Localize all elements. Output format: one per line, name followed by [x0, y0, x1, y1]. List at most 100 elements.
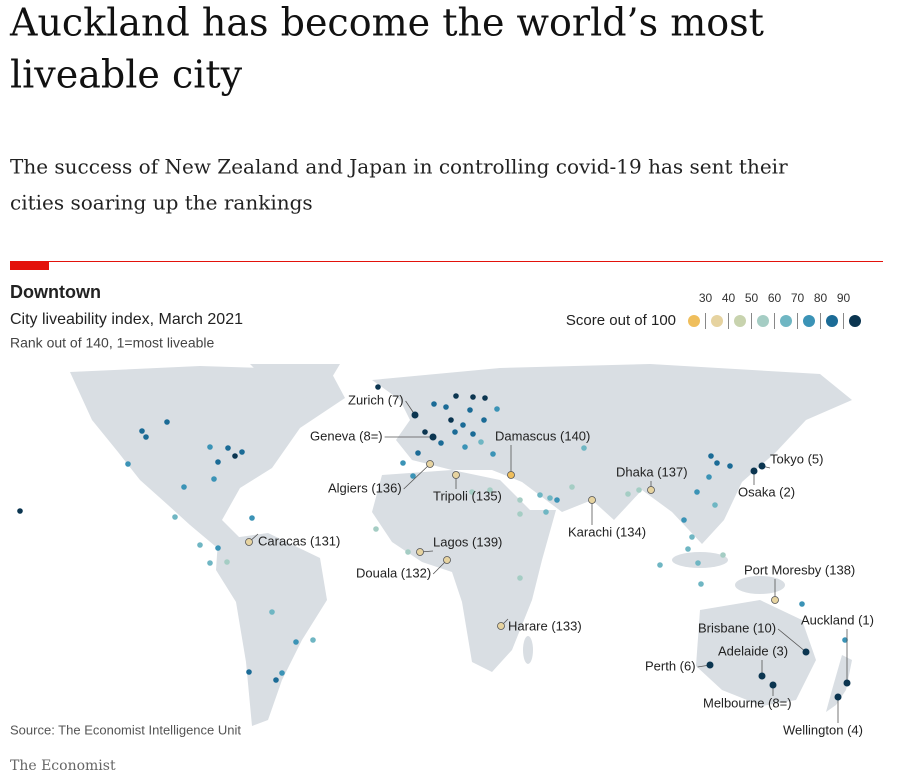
- city-dot: [172, 514, 178, 520]
- city-dot: [232, 453, 238, 459]
- legend-tick-label: 80: [814, 291, 828, 305]
- city-label: Brisbane (10): [698, 620, 776, 635]
- brand: The Economist: [10, 758, 116, 772]
- city-dot: [215, 545, 221, 551]
- city-dot: [712, 502, 718, 508]
- legend-swatch: [780, 315, 792, 327]
- city-marker: [497, 622, 505, 630]
- headline: Auckland has become the world’s most: [9, 1, 764, 45]
- rule: [10, 261, 883, 262]
- city-label: Dhaka (137): [616, 464, 688, 479]
- city-dot: [125, 461, 131, 467]
- land: [70, 364, 852, 726]
- city-dot: [269, 609, 275, 615]
- city-dot: [685, 546, 691, 552]
- city-label: Lagos (139): [433, 534, 502, 549]
- city-dot: [706, 474, 712, 480]
- city-dot: [554, 497, 560, 503]
- city-marker: [758, 672, 766, 680]
- city-dot: [431, 401, 437, 407]
- city-dot: [143, 434, 149, 440]
- city-dot: [443, 404, 449, 410]
- city-dot: [681, 517, 687, 523]
- city-dot: [469, 489, 475, 495]
- city-marker: [452, 471, 460, 479]
- city-label: Douala (132): [356, 565, 431, 580]
- city-label: Perth (6): [645, 658, 696, 673]
- legend-swatch: [849, 315, 861, 327]
- city-dot: [452, 429, 458, 435]
- city-dot: [207, 560, 213, 566]
- city-marker: [758, 462, 766, 470]
- city-dot: [273, 677, 279, 683]
- city-dot: [490, 451, 496, 457]
- city-label: Wellington (4): [783, 722, 863, 737]
- city-dot: [547, 495, 553, 501]
- city-dot: [460, 422, 466, 428]
- leader-line: [777, 628, 807, 653]
- city-marker: [834, 693, 842, 701]
- legend-tick-label: 60: [768, 291, 782, 305]
- city-dot: [197, 542, 203, 548]
- city-dot: [517, 497, 523, 503]
- legend-swatch: [734, 315, 746, 327]
- city-dot: [470, 394, 476, 400]
- city-dot: [708, 453, 714, 459]
- city-dot: [714, 460, 720, 466]
- city-dot: [543, 509, 549, 515]
- city-dot: [695, 560, 701, 566]
- legend-swatch: [711, 315, 723, 327]
- city-dot: [225, 445, 231, 451]
- city-marker: [416, 548, 424, 556]
- city-dot: [181, 484, 187, 490]
- city-label: Caracas (131): [258, 533, 340, 548]
- city-dot: [625, 491, 631, 497]
- city-dot: [478, 439, 484, 445]
- legend-swatch: [757, 315, 769, 327]
- chart-note: Rank out of 140, 1=most liveable: [10, 335, 215, 351]
- city-dot: [164, 419, 170, 425]
- city-dot: [494, 406, 500, 412]
- city-dot: [470, 431, 476, 437]
- city-dot: [487, 487, 493, 493]
- city-dot: [698, 581, 704, 587]
- city-dot: [246, 669, 252, 675]
- city-marker: [771, 596, 779, 604]
- city-dot: [400, 460, 406, 466]
- city-label: Port Moresby (138): [744, 562, 855, 577]
- city-marker: [245, 538, 253, 546]
- city-dot: [405, 549, 411, 555]
- city-dot: [207, 444, 213, 450]
- source: Source: The Economist Intelligence Unit: [10, 722, 241, 737]
- city-marker: [706, 661, 714, 669]
- city-label: Melbourne (8=): [703, 695, 792, 710]
- city-marker: [750, 467, 758, 475]
- city-dot: [448, 417, 454, 423]
- legend-tick-label: 40: [722, 291, 736, 305]
- city-dot: [17, 508, 23, 514]
- city-label: Geneva (8=): [310, 428, 383, 443]
- city-dot: [139, 428, 145, 434]
- city-marker: [443, 556, 451, 564]
- city-marker: [426, 460, 434, 468]
- city-dot: [211, 476, 217, 482]
- city-dot: [422, 429, 428, 435]
- city-dot: [636, 487, 642, 493]
- legend-tick-label: 90: [837, 291, 851, 305]
- city-label: Karachi (134): [568, 524, 646, 539]
- city-label: Osaka (2): [738, 484, 795, 499]
- city-dot: [279, 670, 285, 676]
- city-label: Adelaide (3): [718, 643, 788, 658]
- city-dot: [462, 444, 468, 450]
- city-dot: [517, 575, 523, 581]
- city-marker: [588, 496, 596, 504]
- city-label: Tripoli (135): [433, 488, 502, 503]
- city-label: Harare (133): [508, 618, 582, 633]
- chart-title: City liveability index, March 2021: [10, 311, 243, 328]
- city-dot: [481, 417, 487, 423]
- city-label: Algiers (136): [328, 480, 402, 495]
- city-dot: [373, 526, 379, 532]
- city-dot: [727, 463, 733, 469]
- city-marker: [647, 486, 655, 494]
